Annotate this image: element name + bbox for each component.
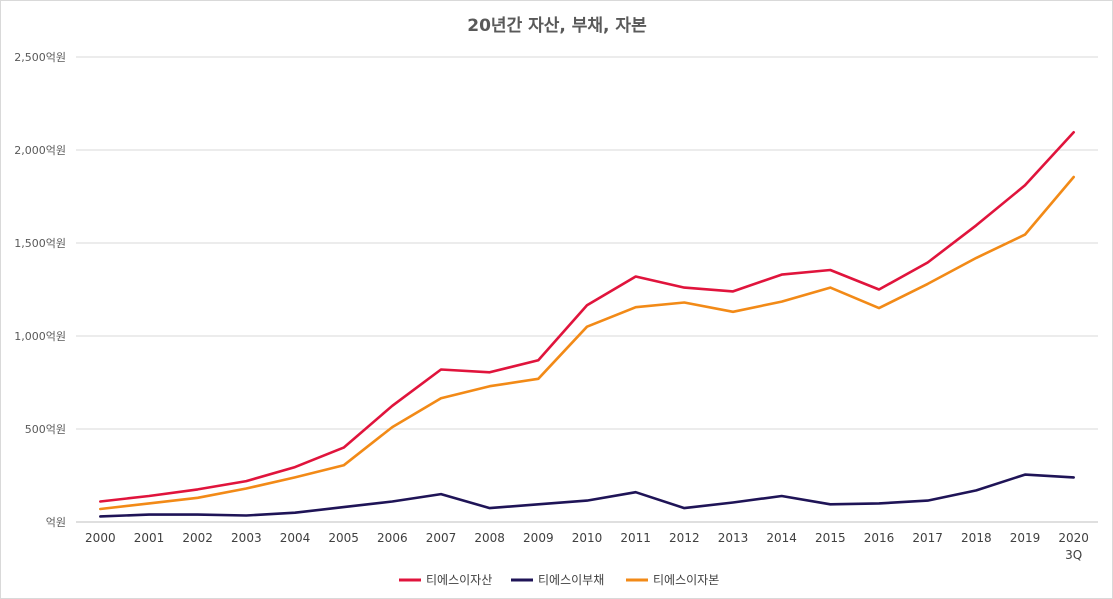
series-line-2	[99, 473, 1075, 518]
y-tick-label: 억원	[46, 516, 66, 529]
x-tick-label: 2001	[134, 531, 165, 545]
legend: 티에스이자산 티에스이부채 티에스이자본	[399, 573, 719, 587]
x-tick-label: 2005	[328, 531, 359, 545]
series-lines	[99, 131, 1075, 518]
x-tick-label: 2004	[280, 531, 311, 545]
x-tick-label: 2015	[815, 531, 846, 545]
x-tick-label: 2016	[864, 531, 895, 545]
x-axis-ticks: 2000 2001 2002 2003 2004 2005 2006 2007 2008 2009…	[85, 531, 1089, 562]
x-tick-label: 2006	[377, 531, 408, 545]
x-tick-label: 2009	[523, 531, 554, 545]
x-tick-label: 2007	[426, 531, 457, 545]
gridlines	[76, 56, 1098, 523]
x-tick-label: 2020 3Q	[1058, 531, 1089, 562]
legend-label: 티에스이자산	[426, 573, 492, 587]
x-tick-label: 2002	[182, 531, 213, 545]
y-tick-label: 2,000억원	[14, 144, 66, 157]
y-axis-ticks: 억원 500억원 1,000억원 1,500억원 2,000억원 2,500억원	[14, 51, 66, 529]
series-line-1	[99, 131, 1075, 503]
y-tick-label: 500억원	[25, 423, 66, 436]
chart-title: 20년간 자산, 부채, 자본	[467, 16, 647, 36]
x-tick-label: 2010	[572, 531, 603, 545]
x-tick-label: 2017	[912, 531, 943, 545]
legend-label: 티에스이자본	[653, 573, 719, 587]
y-tick-label: 1,000억원	[14, 330, 66, 343]
y-tick-label: 1,500억원	[14, 237, 66, 250]
x-tick-label: 2003	[231, 531, 262, 545]
x-tick-label: 2018	[961, 531, 992, 545]
x-tick-label: 2019	[1010, 531, 1041, 545]
x-tick-label: 2014	[766, 531, 797, 545]
x-tick-label: 2008	[474, 531, 505, 545]
legend-label: 티에스이부채	[538, 573, 604, 587]
x-tick-label: 2000	[85, 531, 116, 545]
x-tick-label: 2011	[620, 531, 651, 545]
x-tick-label: 2013	[718, 531, 749, 545]
y-tick-label: 2,500억원	[14, 51, 66, 64]
series-line-3	[99, 175, 1075, 511]
x-tick-label: 2012	[669, 531, 700, 545]
